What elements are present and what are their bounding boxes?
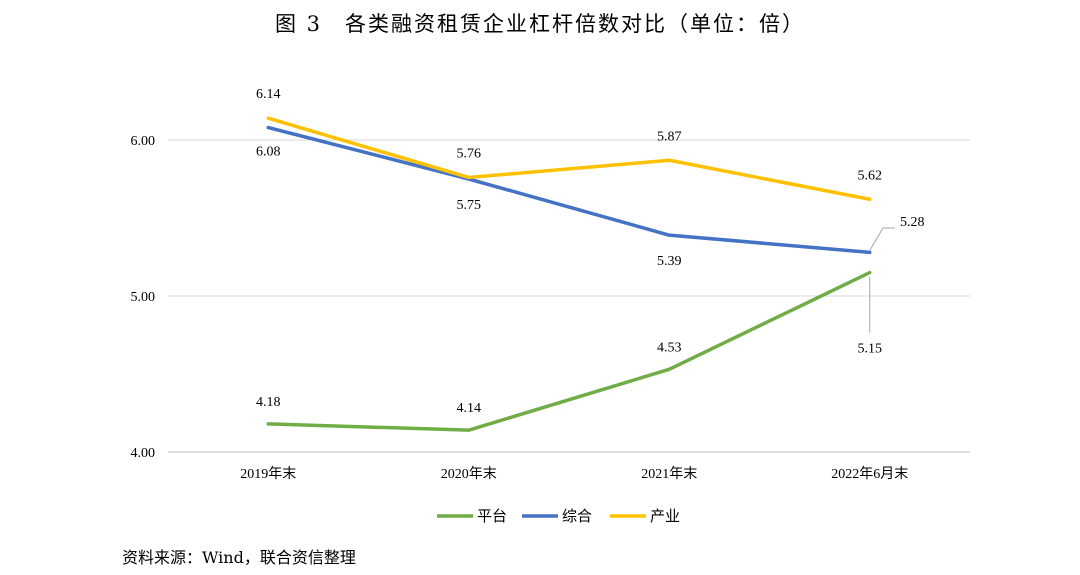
series-layer (266, 116, 872, 432)
x-tick-label: 2019年末 (240, 466, 296, 482)
y-tick-label: 6.00 (131, 134, 156, 149)
y-tick-label: 5.00 (131, 290, 156, 305)
series-line-产业 (266, 116, 872, 202)
legend-label-综合: 综合 (562, 507, 592, 525)
x-tick-label: 2021年末 (641, 466, 697, 482)
data-label: 5.76 (457, 146, 482, 161)
series-line-平台 (266, 270, 872, 432)
data-label: 5.75 (457, 198, 482, 213)
data-labels: 4.18 4.14 4.53 5.15 6.08 5.75 5.39 5.28 6.14 5.76… (256, 87, 925, 416)
leader-line (869, 227, 895, 251)
x-tick-label: 2022年6月末 (831, 466, 908, 482)
data-label: 4.18 (256, 395, 281, 410)
legend: 平台 综合 产业 (437, 507, 680, 525)
legend-label-产业: 产业 (650, 507, 680, 525)
data-label: 6.14 (256, 87, 281, 102)
grid-layer (168, 139, 970, 453)
y-tick-label: 4.00 (131, 446, 156, 461)
chart-title: 图 3 各类融资租赁企业杠杆倍数对比（单位：倍） (274, 12, 806, 36)
data-label: 5.28 (900, 215, 925, 230)
data-label: 6.08 (256, 145, 281, 160)
x-tick-label: 2020年末 (441, 466, 497, 482)
data-label: 5.87 (657, 129, 682, 144)
x-axis-ticks: 2019年末 2020年末 2021年末 2022年6月末 (240, 466, 908, 482)
data-label: 4.53 (657, 340, 682, 355)
data-label: 5.39 (657, 254, 682, 269)
data-label: 5.62 (858, 168, 883, 183)
data-label: 5.15 (858, 342, 883, 357)
data-label: 4.14 (457, 401, 482, 416)
y-axis-ticks: 4.00 5.00 6.00 (131, 134, 156, 461)
legend-label-平台: 平台 (477, 507, 507, 525)
source-note: 资料来源：Wind，联合资信整理 (122, 548, 356, 567)
series-line-综合 (266, 125, 872, 255)
